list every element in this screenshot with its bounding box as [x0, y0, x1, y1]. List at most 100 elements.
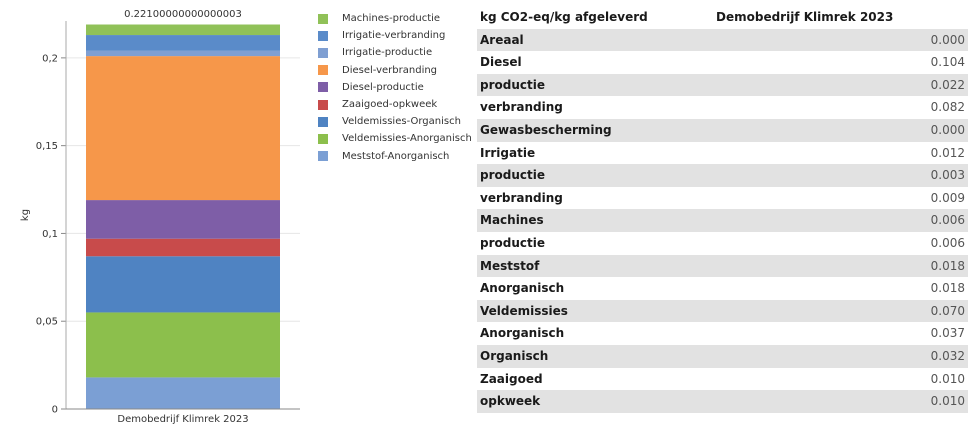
table-row: productie 0.006 [477, 231, 968, 255]
row-label: productie [477, 231, 713, 255]
table-row: verbranding 0.082 [477, 96, 968, 119]
legend-item[interactable]: Zaaigoed-opkweek [318, 96, 483, 113]
legend-label: Irrigatie-verbranding [342, 30, 446, 42]
row-label: productie [477, 164, 713, 187]
y-tick-label: 0,05 [36, 317, 58, 328]
legend-item[interactable]: Veldemissies-Organisch [318, 113, 483, 130]
row-value: 0.000 [713, 118, 968, 142]
bar-segment [86, 377, 280, 409]
y-axis-label: kg [20, 209, 31, 221]
row-label: Gewasbescherming [477, 118, 713, 142]
x-category-label: Demobedrijf Klimrek 2023 [117, 414, 248, 425]
legend-label: Diesel-productie [342, 81, 424, 93]
table-row: Gewasbescherming 0.000 [477, 118, 968, 142]
bar-segment [86, 312, 280, 378]
row-value: 0.082 [713, 96, 968, 119]
table-row: Zaaigoed 0.010 [477, 367, 968, 391]
row-label: Diesel [477, 51, 713, 74]
bar-segment [86, 56, 280, 201]
legend-swatch [318, 82, 328, 93]
legend-label: Machines-productie [342, 13, 441, 25]
header-company-label: Demobedrijf Klimrek 2023 [716, 10, 894, 24]
row-value: 0.018 [713, 277, 968, 300]
table-row: Anorganisch 0.018 [477, 277, 968, 300]
bar-segment [86, 35, 280, 51]
row-label: Anorganisch [477, 277, 713, 300]
table-header-row: kg CO2-eq/kg afgeleverd Demobedrijf Klim… [477, 6, 968, 29]
row-value: 0.037 [713, 322, 968, 345]
legend-label: Meststof-Anorganisch [342, 150, 450, 162]
y-tick-label: 0 [52, 405, 58, 416]
emissions-table: kg CO2-eq/kg afgeleverd Demobedrijf Klim… [477, 6, 968, 413]
chart-svg: 0 0,05 0,1 0,15 0,2 kg 0.22100000000000003 Demo… [20, 9, 300, 425]
bar-total-label: 0.22100000000000003 [124, 9, 242, 20]
row-value: 0.010 [713, 390, 968, 413]
row-label: Irrigatie [477, 141, 713, 165]
table-row: productie 0.003 [477, 164, 968, 187]
row-value: 0.006 [713, 209, 968, 232]
row-label: verbranding [477, 96, 713, 119]
y-tick-label: 0,2 [42, 53, 58, 64]
row-value: 0.009 [713, 186, 968, 210]
row-value: 0.003 [713, 164, 968, 187]
bar-segment [86, 256, 280, 313]
bar-segment [86, 24, 280, 36]
table-row: productie 0.022 [477, 73, 968, 97]
legend-swatch [318, 47, 328, 58]
row-value: 0.000 [713, 28, 968, 52]
legend-label: Irrigatie-productie [342, 47, 433, 59]
row-label: Veldemissies [477, 299, 713, 323]
table-row: Irrigatie 0.012 [477, 141, 968, 165]
table-row: Meststof 0.018 [477, 254, 968, 278]
legend-item[interactable]: Meststof-Anorganisch [318, 148, 483, 165]
y-tick-label: 0,1 [42, 229, 58, 240]
legend-label: Veldemissies-Anorganisch [342, 133, 472, 145]
row-label: Anorganisch [477, 322, 713, 345]
row-value: 0.032 [713, 344, 968, 368]
legend-swatch [318, 116, 328, 127]
legend-swatch [318, 99, 328, 110]
legend-item[interactable]: Machines-productie [318, 10, 483, 27]
legend-label: Veldemissies-Organisch [342, 116, 461, 128]
table-row: Veldemissies 0.070 [477, 299, 968, 323]
row-value: 0.022 [713, 73, 968, 97]
legend-item[interactable]: Irrigatie-productie [318, 44, 483, 61]
table-row: Diesel 0.104 [477, 51, 968, 74]
bar-segment [86, 238, 280, 257]
table-row: Machines 0.006 [477, 209, 968, 232]
row-label: Organisch [477, 344, 713, 368]
header-unit-label: kg CO2-eq/kg afgeleverd [480, 10, 648, 24]
legend-swatch [318, 30, 328, 41]
row-value: 0.010 [713, 367, 968, 391]
row-value: 0.012 [713, 141, 968, 165]
stacked-bar-chart: 0 0,05 0,1 0,15 0,2 kg 0.22100000000000003 Demo… [0, 0, 480, 427]
row-value: 0.070 [713, 299, 968, 323]
legend-item[interactable]: Veldemissies-Anorganisch [318, 130, 483, 147]
table-row: verbranding 0.009 [477, 186, 968, 210]
bar-segment [86, 50, 280, 57]
legend-swatch [318, 151, 328, 162]
row-value: 0.006 [713, 231, 968, 255]
chart-legend: Machines-productie Irrigatie-verbranding I… [318, 10, 483, 165]
y-tick-label: 0,15 [36, 141, 58, 152]
row-value: 0.018 [713, 254, 968, 278]
row-label: Areaal [477, 28, 713, 52]
row-label: Zaaigoed [477, 367, 713, 391]
row-label: productie [477, 73, 713, 97]
row-label: Machines [477, 209, 713, 232]
row-label: verbranding [477, 186, 713, 210]
bar-segment [86, 200, 280, 239]
legend-label: Zaaigoed-opkweek [342, 99, 438, 111]
row-label: Meststof [477, 254, 713, 278]
row-label: opkweek [477, 390, 713, 413]
table-row: opkweek 0.010 [477, 390, 968, 413]
legend-swatch [318, 133, 328, 144]
table-body: Areaal 0.000 Diesel 0.104 productie 0.022 verb… [477, 28, 968, 413]
legend-swatch [318, 13, 328, 24]
legend-item[interactable]: Irrigatie-verbranding [318, 27, 483, 44]
legend-label: Diesel-verbranding [342, 64, 438, 76]
legend-item[interactable]: Diesel-productie [318, 79, 483, 96]
row-value: 0.104 [713, 51, 968, 74]
table-row: Organisch 0.032 [477, 344, 968, 368]
legend-item[interactable]: Diesel-verbranding [318, 62, 483, 79]
